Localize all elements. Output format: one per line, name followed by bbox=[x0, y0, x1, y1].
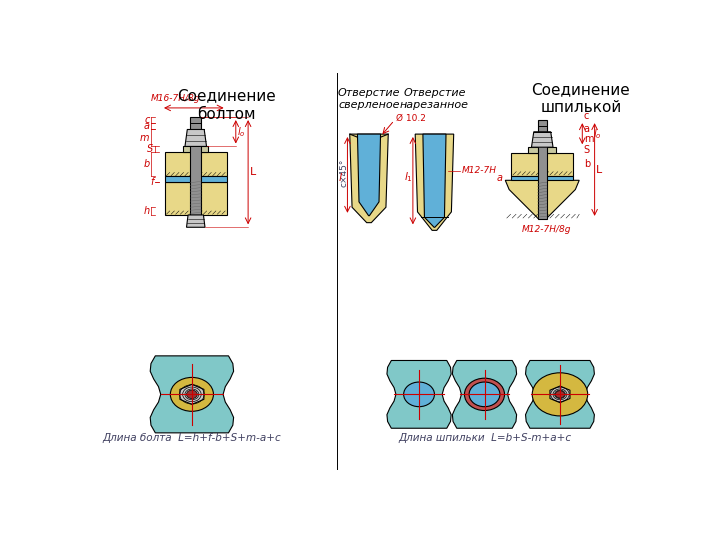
Polygon shape bbox=[350, 134, 388, 222]
Text: Соединение
болтом: Соединение болтом bbox=[177, 88, 276, 122]
Text: h: h bbox=[143, 206, 150, 216]
Text: Ø 10.2: Ø 10.2 bbox=[396, 114, 426, 123]
Text: a: a bbox=[143, 122, 150, 131]
Bar bbox=[165, 182, 227, 215]
Polygon shape bbox=[415, 134, 454, 231]
Ellipse shape bbox=[532, 373, 588, 416]
Text: M16-7H/8g: M16-7H/8g bbox=[151, 94, 201, 103]
Bar bbox=[538, 120, 547, 219]
Polygon shape bbox=[550, 386, 570, 403]
Ellipse shape bbox=[186, 390, 197, 399]
Polygon shape bbox=[150, 356, 233, 433]
Polygon shape bbox=[357, 134, 381, 215]
Bar bbox=[511, 176, 573, 180]
Polygon shape bbox=[186, 215, 205, 227]
Polygon shape bbox=[531, 132, 553, 147]
Ellipse shape bbox=[464, 378, 505, 410]
Polygon shape bbox=[452, 361, 517, 428]
Text: m: m bbox=[584, 134, 593, 145]
Text: Длина шпильки  L=b+S-m+a+c: Длина шпильки L=b+S-m+a+c bbox=[398, 433, 571, 443]
Text: S: S bbox=[147, 144, 153, 154]
Text: Соединение
шпилькой: Соединение шпилькой bbox=[531, 82, 630, 116]
Text: L: L bbox=[250, 167, 256, 177]
Text: a: a bbox=[496, 173, 502, 183]
Text: Отверстие
сверленое: Отверстие сверленое bbox=[338, 88, 400, 110]
Ellipse shape bbox=[404, 382, 434, 407]
Ellipse shape bbox=[171, 377, 213, 411]
Polygon shape bbox=[387, 361, 451, 428]
Text: a: a bbox=[584, 124, 590, 134]
Text: M12-7H: M12-7H bbox=[462, 166, 496, 175]
Text: c: c bbox=[144, 115, 150, 125]
Text: $l_o$: $l_o$ bbox=[238, 125, 246, 139]
Ellipse shape bbox=[469, 382, 500, 407]
Text: S: S bbox=[584, 145, 590, 155]
Text: $l_o$: $l_o$ bbox=[593, 127, 602, 140]
Text: M12-7H/8g: M12-7H/8g bbox=[522, 225, 572, 234]
Bar bbox=[165, 177, 227, 182]
Text: b: b bbox=[143, 159, 150, 169]
Text: Длина болта  L=h+f-b+S+m-a+c: Длина болта L=h+f-b+S+m-a+c bbox=[102, 433, 282, 443]
Text: L: L bbox=[596, 165, 603, 174]
Text: l: l bbox=[339, 173, 342, 184]
Bar bbox=[511, 153, 573, 176]
Text: Отверстие
нарезанное: Отверстие нарезанное bbox=[400, 88, 469, 110]
Text: c: c bbox=[584, 111, 589, 121]
Polygon shape bbox=[180, 384, 204, 404]
Polygon shape bbox=[185, 130, 207, 146]
Polygon shape bbox=[526, 361, 595, 428]
Text: c×45°: c×45° bbox=[339, 158, 348, 187]
Bar bbox=[165, 152, 227, 177]
Text: $l_1$: $l_1$ bbox=[405, 171, 413, 184]
Bar bbox=[190, 117, 201, 215]
Bar bbox=[528, 147, 556, 153]
Polygon shape bbox=[505, 180, 579, 219]
Text: m: m bbox=[140, 133, 150, 143]
Ellipse shape bbox=[555, 391, 564, 398]
Text: f: f bbox=[150, 177, 153, 187]
Bar bbox=[184, 146, 208, 152]
Polygon shape bbox=[423, 134, 446, 227]
Text: b: b bbox=[584, 159, 590, 169]
